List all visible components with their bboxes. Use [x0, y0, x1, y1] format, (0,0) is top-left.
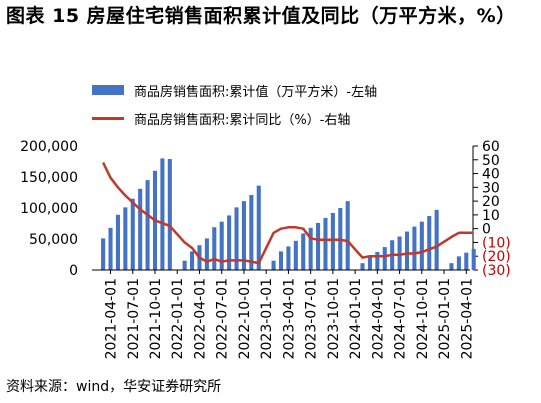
x-axis: 2021-04-01 2021-07-01 2021-10-01 2022-01-01…: [104, 270, 475, 359]
bar: [256, 185, 261, 270]
bar: [123, 207, 128, 270]
left-axis-tick-label: 100,000: [20, 201, 78, 217]
bar: [330, 212, 335, 270]
bar: [375, 252, 380, 270]
bar: [271, 260, 276, 270]
x-axis-tick-label: 2024-04-01: [370, 278, 386, 359]
bar: [227, 215, 232, 270]
bar: [108, 227, 113, 270]
right-axis-tick-label: 0: [482, 222, 491, 238]
x-axis-tick-label: 2025-01-01: [437, 278, 453, 359]
bar: [434, 209, 439, 270]
bar: [115, 214, 120, 270]
x-axis-tick-label: 2025-04-01: [459, 278, 475, 359]
bar: [234, 207, 239, 270]
x-axis-tick-label: 2021-07-01: [126, 278, 142, 359]
bar: [278, 251, 284, 270]
legend-label-bar: 商品房销售面积:累计值（万平方米）-左轴: [134, 84, 378, 100]
bar: [212, 227, 217, 270]
right-axis-tick-label: 60: [482, 139, 500, 155]
bar: [471, 248, 476, 270]
figure-title: 图表 15 房屋住宅销售面积累计值及同比（万平方米，%）: [6, 5, 516, 27]
x-axis-tick-label: 2024-07-01: [393, 278, 409, 359]
x-axis-tick-label: 2023-10-01: [326, 278, 342, 359]
bar: [219, 221, 224, 270]
bar: [204, 238, 209, 270]
left-axis: 0 50,000 100,000 150,000 200,000: [20, 139, 78, 279]
legend: 商品房销售面积:累计值（万平方米）-左轴 商品房销售面积:累计同比（%）-右轴: [92, 76, 377, 132]
source-note: 资料来源：wind，华安证券研究所: [6, 379, 222, 395]
bar: [382, 247, 387, 270]
bar: [316, 222, 321, 270]
left-axis-tick-label: 0: [69, 263, 78, 279]
bar: [190, 251, 195, 270]
right-axis-tick-label: 50: [482, 153, 500, 169]
bar: [427, 216, 432, 270]
legend-label-line: 商品房销售面积:累计同比（%）-右轴: [134, 112, 351, 128]
legend-item-bar: 商品房销售面积:累计值（万平方米）-左轴: [92, 76, 377, 104]
bar-swatch: [92, 85, 124, 95]
bar: [367, 256, 372, 270]
right-axis-tick-label: (10): [482, 235, 511, 251]
bar: [412, 226, 417, 270]
x-axis-tick-label: 2024-01-01: [348, 278, 364, 359]
bar: [293, 240, 298, 270]
bar: [145, 180, 150, 270]
line-swatch: [92, 116, 124, 120]
x-axis-tick-label: 2021-10-01: [148, 278, 164, 359]
bar: [249, 194, 254, 270]
bar: [101, 238, 106, 270]
x-axis-tick-label: 2024-10-01: [415, 278, 431, 359]
bar: [130, 198, 135, 270]
left-axis-tick-label: 200,000: [20, 139, 78, 155]
right-axis-tick-label: 30: [482, 180, 500, 196]
right-axis-tick-label: 40: [482, 167, 500, 183]
x-axis-tick-label: 2023-01-01: [259, 278, 275, 359]
x-axis-tick-label: 2023-07-01: [304, 278, 320, 359]
bar: [360, 263, 365, 270]
x-axis-tick-label: 2022-04-01: [192, 278, 208, 359]
left-axis-tick-label: 150,000: [20, 170, 78, 186]
right-axis-tick-label: (30): [482, 263, 511, 279]
bar: [345, 201, 350, 270]
right-axis-tick-label: 20: [482, 194, 500, 210]
x-axis-tick-label: 2022-07-01: [215, 278, 231, 359]
right-axis-tick-label: 10: [482, 208, 500, 224]
right-axis-tick-label: (20): [482, 249, 511, 265]
bar: [167, 159, 172, 270]
yoy-line: [101, 161, 474, 265]
left-axis-tick-label: 50,000: [29, 232, 78, 248]
bar: [286, 246, 291, 270]
legend-item-line: 商品房销售面积:累计同比（%）-右轴: [92, 104, 377, 132]
bar: [464, 252, 469, 270]
bar: [419, 221, 424, 270]
bar: [241, 201, 246, 270]
bar: [182, 260, 187, 270]
bar: [397, 236, 402, 270]
bar: [456, 256, 461, 270]
x-axis-tick-label: 2022-01-01: [170, 278, 186, 359]
bar: [160, 158, 165, 270]
bar: [449, 263, 454, 270]
bar: [323, 217, 328, 270]
bar: [138, 188, 143, 270]
bar: [308, 227, 313, 270]
bar: [301, 233, 306, 270]
x-axis-tick-label: 2021-04-01: [104, 278, 120, 359]
bar: [404, 231, 410, 270]
x-axis-tick-label: 2022-10-01: [237, 278, 253, 359]
x-axis-tick-label: 2023-04-01: [281, 278, 297, 359]
